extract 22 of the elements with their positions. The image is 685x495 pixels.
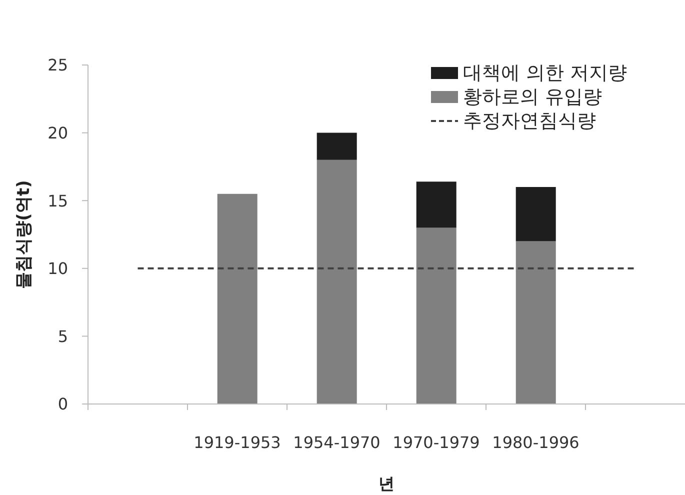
y-tick-label: 25 bbox=[48, 56, 68, 75]
legend-label: 대책에 의한 저지량 bbox=[462, 61, 627, 85]
bar bbox=[516, 187, 556, 242]
y-tick-label: 15 bbox=[48, 191, 68, 210]
bar bbox=[316, 160, 357, 404]
bar bbox=[217, 194, 258, 404]
bar bbox=[416, 228, 456, 404]
y-tick-label: 5 bbox=[58, 326, 68, 346]
bar bbox=[516, 241, 556, 404]
legend-label: 추정자연침식량 bbox=[462, 109, 596, 133]
legend-label: 황하로의 유입량 bbox=[462, 85, 602, 109]
bar bbox=[416, 182, 456, 228]
x-axis-title: 년 bbox=[378, 474, 394, 493]
bar bbox=[316, 132, 357, 160]
x-tick-label: 1980-1996 bbox=[492, 433, 580, 452]
y-tick-label: 20 bbox=[48, 123, 68, 142]
x-tick-label: 1919-1953 bbox=[194, 433, 281, 452]
x-tick-label: 1954-1970 bbox=[293, 433, 380, 452]
y-axis-title: 물침식량(억t) bbox=[14, 180, 34, 289]
x-tick-label: 1970-1979 bbox=[392, 433, 480, 452]
y-tick-label: 10 bbox=[48, 259, 68, 278]
y-tick-label: 0 bbox=[58, 394, 68, 414]
